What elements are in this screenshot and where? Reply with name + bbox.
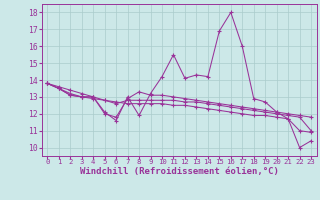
X-axis label: Windchill (Refroidissement éolien,°C): Windchill (Refroidissement éolien,°C) <box>80 167 279 176</box>
